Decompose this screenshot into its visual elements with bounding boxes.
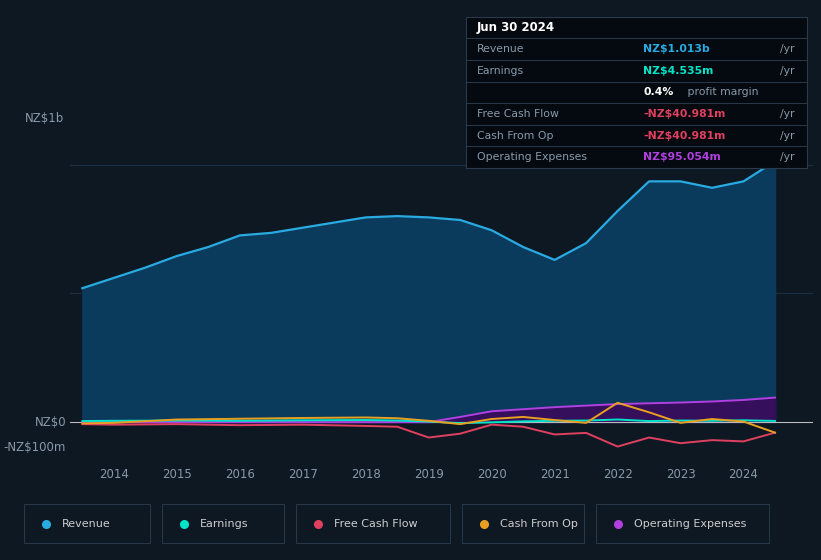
Text: profit margin: profit margin [685,87,759,97]
Text: NZ$0: NZ$0 [34,416,66,428]
Text: NZ$95.054m: NZ$95.054m [644,152,722,162]
Text: /yr: /yr [780,152,794,162]
Text: Operating Expenses: Operating Expenses [476,152,586,162]
Text: Earnings: Earnings [200,519,249,529]
Text: /yr: /yr [780,130,794,141]
Text: Jun 30 2024: Jun 30 2024 [476,21,555,34]
Text: -NZ$100m: -NZ$100m [4,441,66,454]
Text: /yr: /yr [780,109,794,119]
Text: NZ$4.535m: NZ$4.535m [644,66,714,76]
Text: Earnings: Earnings [476,66,524,76]
Text: -NZ$40.981m: -NZ$40.981m [644,130,726,141]
Text: /yr: /yr [780,66,794,76]
Text: NZ$1b: NZ$1b [25,111,64,124]
Text: Operating Expenses: Operating Expenses [634,519,746,529]
Text: Cash From Op: Cash From Op [499,519,577,529]
Text: -NZ$40.981m: -NZ$40.981m [644,109,726,119]
Text: Free Cash Flow: Free Cash Flow [476,109,558,119]
Text: NZ$1.013b: NZ$1.013b [644,44,710,54]
Text: Cash From Op: Cash From Op [476,130,553,141]
Text: Revenue: Revenue [476,44,524,54]
Text: Revenue: Revenue [62,519,111,529]
Text: Free Cash Flow: Free Cash Flow [334,519,418,529]
Text: /yr: /yr [780,44,794,54]
Text: 0.4%: 0.4% [644,87,674,97]
